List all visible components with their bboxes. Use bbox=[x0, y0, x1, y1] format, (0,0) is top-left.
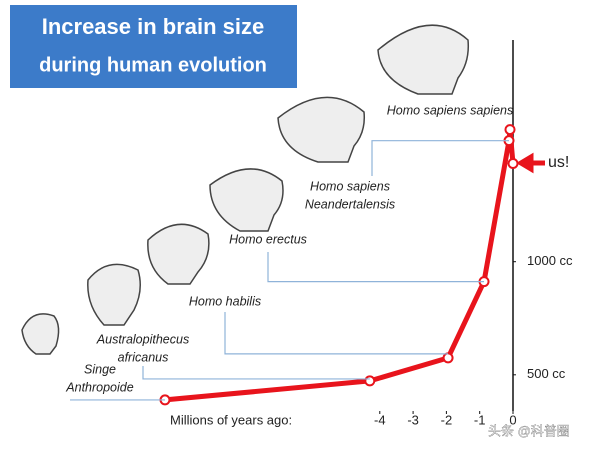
x-tick-label: 0 bbox=[509, 412, 516, 427]
point-label: Australopithecus bbox=[96, 332, 189, 346]
point-label: Homo sapiens bbox=[310, 179, 390, 193]
connector bbox=[224, 312, 449, 355]
y-tick-label: 500 cc bbox=[527, 366, 566, 381]
point-label: africanus bbox=[118, 350, 169, 364]
chart-title: during human evolution bbox=[39, 54, 267, 76]
point-label: Neandertalensis bbox=[305, 197, 395, 211]
chart-title: Increase in brain size bbox=[42, 14, 265, 39]
connector bbox=[371, 140, 510, 176]
point-label: Homo sapiens sapiens bbox=[387, 103, 513, 117]
point bbox=[507, 158, 519, 170]
point-label: Anthropoide bbox=[65, 380, 133, 394]
watermark: 头条 @科普圈 bbox=[488, 423, 570, 438]
connector bbox=[142, 366, 370, 380]
point-label: Homo erectus bbox=[229, 232, 307, 246]
connector bbox=[267, 252, 485, 283]
annotation: us! bbox=[548, 154, 569, 171]
x-tick-label: -1 bbox=[474, 412, 486, 427]
point-label: Singe bbox=[84, 362, 116, 376]
x-tick-label: -3 bbox=[407, 412, 419, 427]
point bbox=[504, 124, 516, 136]
x-tick-label: -4 bbox=[374, 412, 386, 427]
us-arrow bbox=[516, 152, 545, 174]
x-axis-label: Millions of years ago: bbox=[170, 412, 292, 427]
point bbox=[364, 375, 376, 387]
line bbox=[164, 127, 516, 403]
skulls bbox=[21, 24, 470, 355]
y-tick-label: 1000 cc bbox=[527, 253, 573, 268]
x-tick-label: -2 bbox=[441, 412, 453, 427]
point-label: Homo habilis bbox=[189, 294, 261, 308]
title-box bbox=[10, 5, 297, 88]
point bbox=[442, 352, 454, 364]
